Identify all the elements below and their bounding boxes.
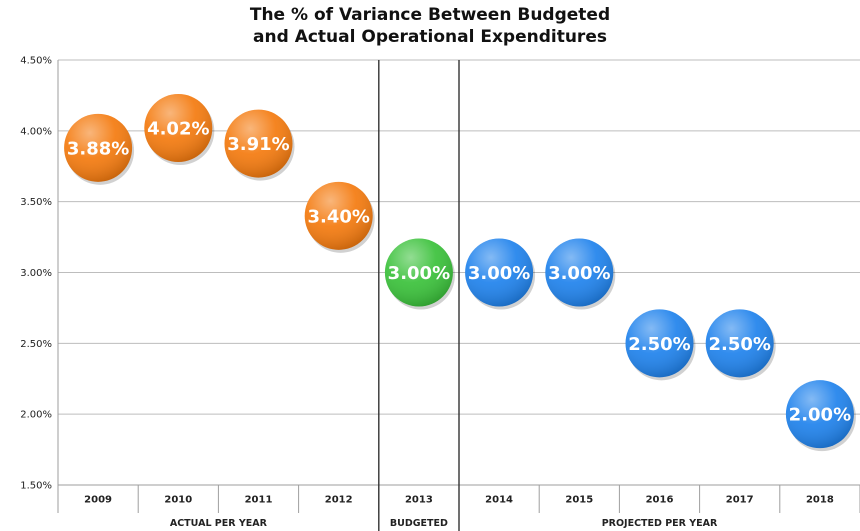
x-category-label: 2013	[405, 495, 433, 506]
data-bubble: 3.00%	[545, 238, 616, 310]
bubble-highlight	[304, 181, 373, 250]
bubble-highlight	[144, 94, 213, 162]
bubble-value-label: 2.00%	[789, 405, 851, 426]
chart-title: The % of Variance Between Budgeted and A…	[0, 4, 860, 48]
data-bubble: 4.02%	[144, 94, 215, 165]
data-bubble: 2.50%	[705, 309, 776, 381]
bubble-highlight	[705, 309, 774, 378]
x-category-label: 2017	[726, 495, 754, 506]
x-category-label: 2014	[485, 495, 513, 506]
bubble-value-label: 2.50%	[708, 334, 770, 355]
data-bubble: 3.91%	[224, 109, 295, 181]
chart-title-line-2: and Actual Operational Expenditures	[253, 27, 607, 47]
y-tick-label: 3.00%	[20, 268, 52, 279]
y-tick-label: 3.50%	[20, 197, 52, 208]
x-category-label: 2011	[245, 495, 273, 506]
bubble-highlight	[625, 309, 694, 378]
bubble-highlight	[785, 380, 854, 449]
data-bubble: 3.88%	[64, 113, 135, 185]
bubble-highlight	[224, 109, 293, 178]
x-category-label: 2012	[325, 495, 353, 506]
bubble-value-label: 3.91%	[227, 134, 289, 155]
y-tick-label: 1.50%	[20, 481, 52, 492]
group-label: BUDGETED	[390, 518, 448, 529]
chart-title-line-1: The % of Variance Between Budgeted	[249, 5, 611, 25]
axes: 1.50% 2.00% 2.50% 3.00% 3.50% 4.00% 4.50% 2009 2…	[20, 56, 860, 531]
group-label: PROJECTED PER YEAR	[602, 518, 718, 529]
bubble-highlight	[545, 238, 614, 307]
bubble-value-label: 3.88%	[67, 138, 129, 159]
x-category-label: 2009	[84, 495, 112, 506]
y-tick-label: 2.00%	[20, 410, 52, 421]
bubble-value-label: 3.00%	[548, 263, 610, 284]
data-bubble: 2.00%	[785, 380, 856, 452]
x-category-label: 2018	[806, 495, 834, 506]
y-tick-label: 4.50%	[20, 56, 52, 67]
bubble-value-label: 2.50%	[628, 334, 690, 355]
data-bubble: 3.00%	[465, 238, 536, 310]
y-tick-label: 2.50%	[20, 339, 52, 350]
bubbles: 3.88% 4.02% 3.91% 3.40% 3.00% 3.00% 3.00% 2.50%…	[64, 94, 856, 452]
bubble-value-label: 3.00%	[468, 263, 530, 284]
y-tick-label: 4.00%	[20, 126, 52, 137]
x-category-label: 2010	[164, 495, 192, 506]
data-bubble: 3.00%	[384, 238, 455, 310]
x-category-label: 2016	[646, 495, 674, 506]
bubble-highlight	[384, 238, 453, 307]
bubble-value-label: 3.40%	[307, 206, 369, 227]
group-label: ACTUAL PER YEAR	[170, 518, 268, 529]
bubble-value-label: 3.00%	[388, 263, 450, 284]
bubble-highlight	[465, 238, 534, 307]
data-bubble: 3.40%	[304, 181, 375, 253]
x-category-label: 2015	[565, 495, 593, 506]
bubble-highlight	[64, 113, 133, 182]
data-bubble: 2.50%	[625, 309, 696, 381]
bubble-value-label: 4.02%	[147, 119, 209, 140]
